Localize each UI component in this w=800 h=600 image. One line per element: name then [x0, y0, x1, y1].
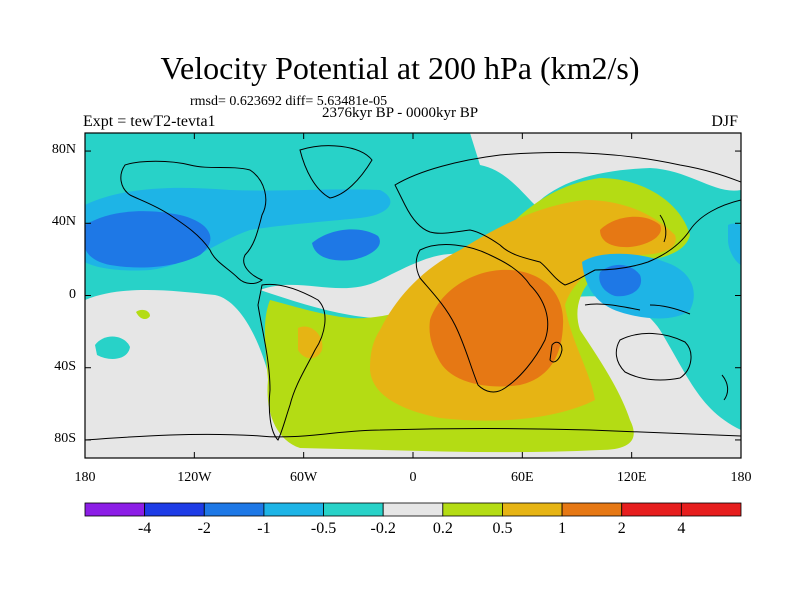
coastline-new-zealand — [721, 374, 729, 401]
lat-label: 40N — [51, 214, 76, 230]
velocity-potential-field — [85, 133, 741, 458]
neutral-region-arctic — [470, 133, 741, 205]
coastline-australia — [615, 332, 692, 381]
lat-label: 40S — [54, 358, 76, 374]
colorbar-label: 4 — [677, 520, 686, 537]
colorbar-segment — [382, 502, 444, 517]
colorbar-label: 1 — [558, 520, 567, 537]
lon-label: 120W — [177, 470, 212, 485]
colorbar-segment — [323, 502, 384, 517]
experiment-label: Expt = tewT2-tevta1 — [83, 113, 216, 130]
coastline-madagascar — [549, 341, 563, 363]
colorbar-segment — [442, 502, 503, 517]
coastline-antarctica — [85, 428, 741, 441]
negative-region-date-line — [728, 223, 741, 265]
colorbar-label: 2 — [617, 520, 626, 537]
colorbar-segment — [561, 502, 623, 517]
colorbar-label: -0.5 — [310, 520, 337, 537]
negative-region-maritime-core — [599, 264, 642, 297]
season-label: DJF — [711, 113, 738, 130]
colorbar-segment — [84, 502, 146, 517]
colorbar-label: -0.2 — [370, 520, 396, 537]
colorbar-segment — [680, 502, 742, 517]
negative-blob-south-pacific — [95, 336, 130, 359]
coastlines — [85, 145, 741, 441]
colorbar-segment — [263, 502, 324, 517]
lon-label: 120E — [616, 470, 647, 485]
positive-blob-pacific — [136, 309, 150, 320]
coastline-japan — [659, 214, 667, 243]
coastline-africa — [415, 244, 549, 393]
colorbar-segment — [621, 502, 682, 517]
colorbar — [84, 502, 742, 517]
negative-region-north-pacific-core — [85, 211, 211, 268]
plot-title: Velocity Potential at 200 hPa (km2/s) — [160, 50, 640, 86]
positive-region-level3-east-asia — [600, 216, 661, 248]
coastline-eurasia — [394, 152, 741, 286]
coastline-south-america — [257, 283, 326, 441]
coastline-greenland — [299, 145, 373, 199]
colorbar-label: -1 — [257, 520, 271, 537]
lon-label: 180 — [74, 470, 96, 485]
lon-label: 0 — [409, 470, 417, 485]
neutral-region-indian-east — [560, 296, 741, 458]
colorbar-label: 0.5 — [492, 520, 513, 537]
colorbar-label: -2 — [197, 520, 211, 537]
axis-ticks — [84, 133, 742, 458]
colorbar-label: -4 — [137, 520, 152, 537]
negative-region-north-atlantic — [312, 229, 380, 261]
colorbar-segment — [144, 502, 205, 517]
positive-region-level2-chile — [298, 326, 323, 359]
neutral-region-south-pacific — [85, 290, 300, 445]
lat-label: 0 — [69, 286, 76, 302]
lon-label: 60W — [290, 470, 318, 485]
lon-label: 180 — [730, 470, 752, 485]
time-period-label: 2376kyr BP - 0000kyr BP — [321, 105, 479, 121]
positive-region-level3 — [429, 269, 564, 387]
lat-label: 80N — [51, 142, 76, 158]
rmsd-diff-stats: rmsd= 0.623692 diff= 5.63481e-05 — [190, 94, 388, 109]
coastline-north-america — [120, 160, 267, 284]
lat-label: 80S — [54, 430, 76, 446]
lon-label: 60E — [511, 470, 534, 485]
colorbar-segment — [502, 502, 563, 517]
colorbar-segment — [203, 502, 265, 517]
colorbar-label: 0.2 — [432, 520, 453, 537]
coastline-indonesia — [584, 303, 691, 315]
